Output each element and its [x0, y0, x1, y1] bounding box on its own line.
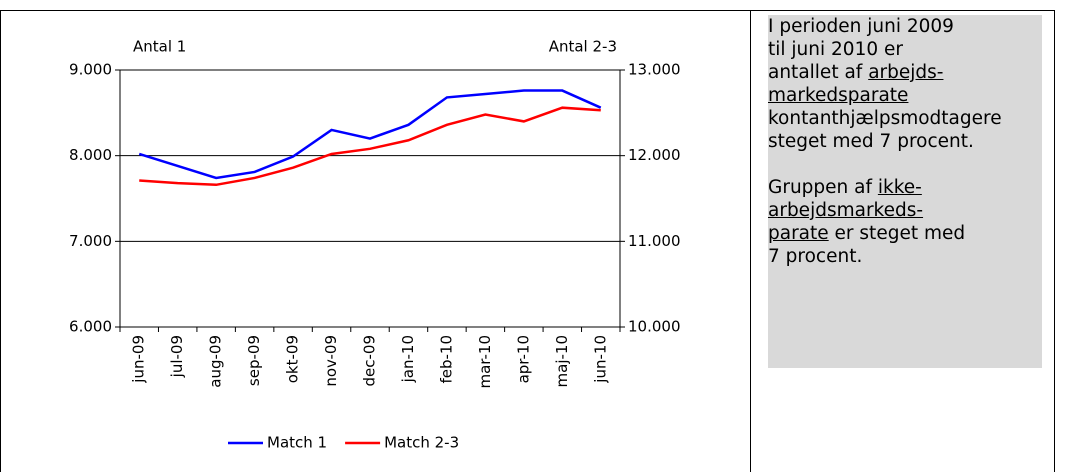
x-tick-label: maj-10 [553, 335, 571, 387]
x-tick-label: aug-09 [207, 335, 225, 388]
x-tick-label: feb-10 [437, 335, 455, 384]
x-tick-label: jan-10 [399, 335, 417, 383]
note-frame [750, 10, 1055, 472]
x-tick-label: jul-09 [168, 335, 186, 378]
note-line: I perioden juni 2009 [768, 15, 1042, 38]
underlined-text: arbejds- [868, 62, 944, 83]
y-tick-label: 7.000 [69, 232, 112, 250]
note-line [768, 153, 1042, 176]
text: kontanthjælpsmodtagere [768, 108, 1002, 129]
note-line: 7 procent. [768, 245, 1042, 268]
text: til juni 2010 er [768, 39, 903, 60]
note-line: til juni 2010 er [768, 38, 1042, 61]
y2-axis-title: Antal 2-3 [549, 38, 617, 56]
legend-label: Match 2-3 [384, 434, 459, 452]
y-tick-label: 9.000 [69, 61, 112, 79]
note-line: antallet af arbejds- [768, 61, 1042, 84]
note-line: kontanthjælpsmodtagere [768, 107, 1042, 130]
y-tick-label: 8.000 [69, 146, 112, 164]
legend-label: Match 1 [267, 434, 327, 452]
x-tick-label: okt-09 [284, 335, 302, 383]
note-line: steget med 7 procent. [768, 130, 1042, 153]
underlined-text: ikke- [877, 177, 922, 198]
y2-tick-label: 13.000 [628, 61, 681, 79]
x-tick-label: mar-10 [476, 335, 494, 389]
note-line: arbejdsmarkeds- [768, 199, 1042, 222]
text: er steget med [828, 223, 966, 244]
underlined-text: arbejdsmarkeds- [768, 200, 924, 221]
text: 7 procent. [768, 246, 863, 267]
note-box: I perioden juni 2009 til juni 2010 er anta… [768, 15, 1042, 368]
y-axis-title: Antal 1 [133, 38, 186, 56]
y2-tick-label: 12.000 [628, 146, 681, 164]
text: Gruppen af [768, 177, 878, 198]
text: I perioden juni 2009 [768, 16, 954, 37]
x-tick-label: sep-09 [245, 335, 263, 386]
note-line: parate er steget med [768, 222, 1042, 245]
text: antallet af [768, 62, 869, 83]
y2-tick-label: 11.000 [628, 232, 681, 250]
x-tick-label: jun-09 [130, 335, 148, 384]
series-line [139, 106, 601, 187]
series-line [138, 89, 602, 180]
y2-tick-label: 10.000 [628, 318, 681, 336]
x-tick-label: dec-09 [361, 335, 379, 387]
y-tick-label: 6.000 [69, 318, 112, 336]
underlined-text: markedsparate [768, 85, 909, 106]
x-tick-label: nov-09 [322, 335, 340, 387]
x-tick-label: jun-10 [591, 335, 609, 384]
note-line: markedsparate [768, 84, 1042, 107]
underlined-text: parate [768, 223, 829, 244]
note-line: Gruppen af ikke- [768, 176, 1042, 199]
x-tick-label: apr-10 [514, 335, 532, 383]
text: steget med 7 procent. [768, 131, 974, 152]
